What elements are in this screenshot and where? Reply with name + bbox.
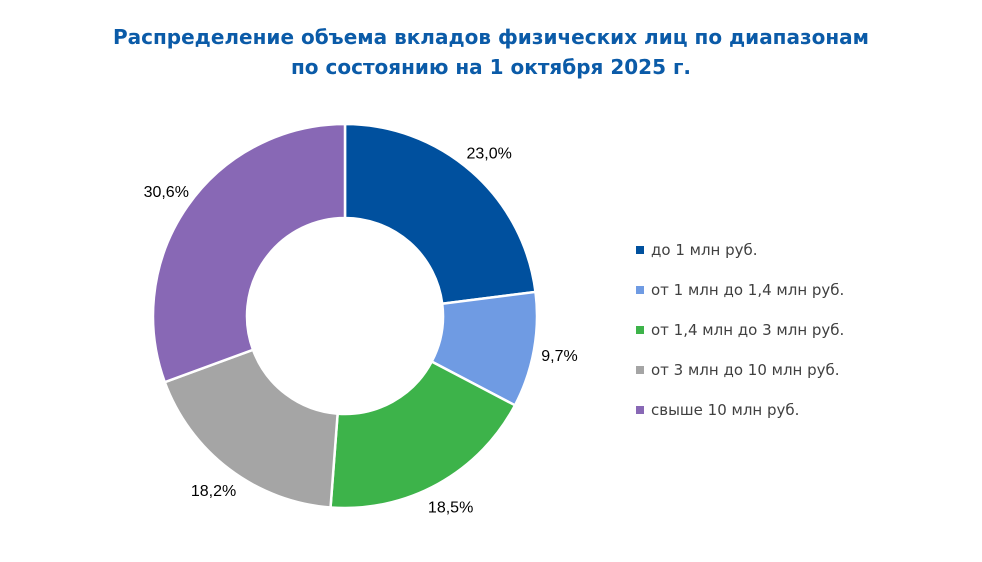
data-label: 9,7% bbox=[541, 348, 577, 365]
legend-label: свыше 10 млн руб. bbox=[651, 401, 800, 419]
data-label: 23,0% bbox=[466, 145, 511, 162]
legend-swatch bbox=[636, 326, 644, 334]
donut-slice bbox=[163, 348, 339, 509]
legend-item: от 1 млн до 1,4 млн руб. bbox=[636, 270, 844, 310]
legend-swatch bbox=[636, 406, 644, 414]
donut-slice bbox=[151, 122, 347, 384]
title-line: Распределение объема вкладов физических … bbox=[112, 25, 870, 49]
legend-item: от 1,4 млн до 3 млн руб. bbox=[636, 310, 844, 350]
legend: до 1 млн руб. от 1 млн до 1,4 млн руб. о… bbox=[636, 230, 844, 430]
legend-swatch bbox=[636, 246, 644, 254]
data-label: 30,6% bbox=[144, 184, 189, 201]
legend-item: до 1 млн руб. bbox=[636, 230, 844, 270]
subtitle-line: по состоянию на 1 октября 2025 г. bbox=[290, 55, 692, 79]
legend-label: от 3 млн до 10 млн руб. bbox=[651, 361, 840, 379]
donut-slice bbox=[329, 359, 517, 510]
donut-slice bbox=[343, 122, 537, 306]
chart-title: Распределение объема вкладов физических … bbox=[0, 22, 982, 82]
legend-label: от 1,4 млн до 3 млн руб. bbox=[651, 321, 845, 339]
data-label: 18,2% bbox=[191, 483, 236, 500]
data-label: 18,5% bbox=[428, 500, 473, 517]
legend-item: свыше 10 млн руб. bbox=[636, 390, 844, 430]
legend-label: от 1 млн до 1,4 млн руб. bbox=[651, 281, 845, 299]
legend-label: до 1 млн руб. bbox=[651, 241, 758, 259]
legend-item: от 3 млн до 10 млн руб. bbox=[636, 350, 844, 390]
legend-swatch bbox=[636, 286, 644, 294]
legend-swatch bbox=[636, 366, 644, 374]
